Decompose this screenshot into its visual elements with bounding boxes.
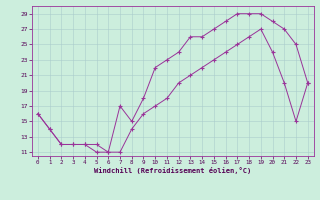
- X-axis label: Windchill (Refroidissement éolien,°C): Windchill (Refroidissement éolien,°C): [94, 167, 252, 174]
